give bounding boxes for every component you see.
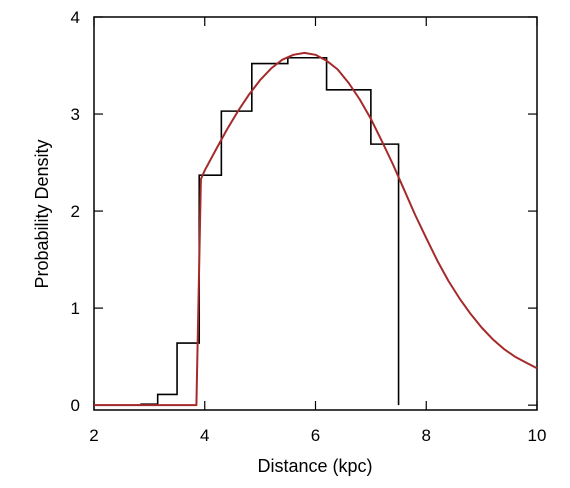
x-axis-label: Distance (kpc) bbox=[257, 456, 372, 476]
x-tick-label: 4 bbox=[200, 426, 209, 445]
y-tick-label: 3 bbox=[71, 105, 80, 124]
y-tick-label: 1 bbox=[71, 299, 80, 318]
histogram-series bbox=[94, 56, 400, 406]
y-tick-label: 0 bbox=[71, 396, 80, 415]
series-layer bbox=[94, 51, 538, 407]
y-tick-label: 2 bbox=[71, 202, 80, 221]
x-tick-label: 2 bbox=[89, 426, 98, 445]
x-axis-ticks: 2 4 6 8 10 bbox=[89, 17, 546, 445]
x-tick-label: 10 bbox=[528, 426, 547, 445]
x-tick-label: 8 bbox=[422, 426, 431, 445]
y-tick-label: 4 bbox=[71, 8, 80, 27]
x-tick-label: 6 bbox=[311, 426, 320, 445]
y-axis-ticks: 0 1 2 3 4 bbox=[71, 8, 537, 415]
plot-area: 2 4 6 8 10 0 1 2 3 4 bbox=[71, 8, 547, 445]
y-axis-label: Probability Density bbox=[32, 139, 52, 288]
plot-frame bbox=[93, 16, 538, 411]
model-curve-series bbox=[94, 51, 538, 407]
